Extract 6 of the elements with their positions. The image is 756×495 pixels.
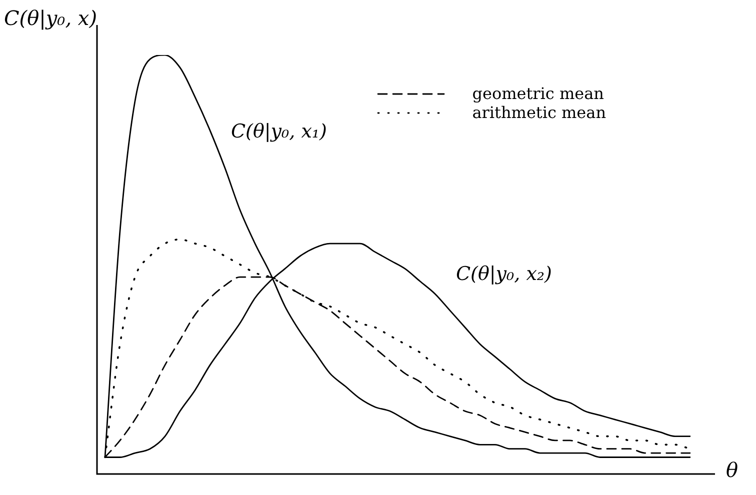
series-label: C(θ|y₀, x₂) — [456, 263, 552, 286]
legend-label: arithmetic mean — [472, 103, 606, 122]
y-axis-title: C(θ|y₀, x) — [4, 6, 97, 30]
x-axis-title: θ — [726, 458, 738, 482]
legend-label: geometric mean — [472, 84, 604, 103]
series-label: C(θ|y₀, x₁) — [231, 120, 327, 143]
